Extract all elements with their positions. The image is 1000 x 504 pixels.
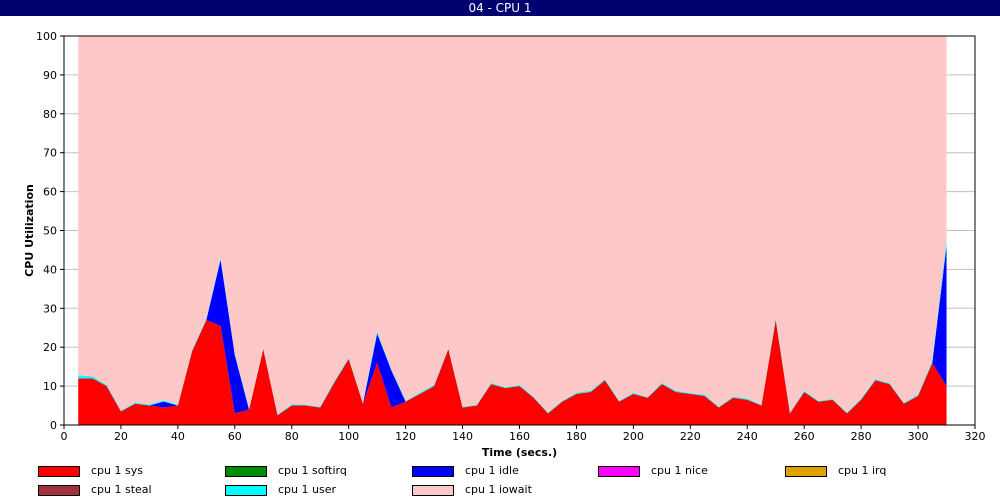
legend-swatch — [225, 485, 267, 496]
legend-label: cpu 1 idle — [465, 464, 519, 477]
y-tick-label: 50 — [43, 225, 57, 238]
y-tick-label: 70 — [43, 147, 57, 160]
y-tick-label: 100 — [36, 30, 57, 43]
x-tick-label: 80 — [285, 430, 299, 443]
x-axis-label: Time (secs.) — [482, 446, 557, 459]
legend-label: cpu 1 irq — [838, 464, 887, 477]
cpu-utilization-chart: 0 20 40 60 80 100 120 140 160 180 200 220 240 260 280 3… — [23, 30, 986, 459]
x-tick-label: 240 — [737, 430, 758, 443]
y-tick-label: 0 — [50, 419, 57, 432]
x-tick-label: 220 — [680, 430, 701, 443]
legend-swatch — [412, 466, 454, 477]
x-tick-label: 120 — [395, 430, 416, 443]
x-tick-label: 160 — [509, 430, 530, 443]
legend-swatch — [785, 466, 827, 477]
x-tick-label: 0 — [61, 430, 68, 443]
x-tick-label: 260 — [794, 430, 815, 443]
legend-swatch — [225, 466, 267, 477]
x-tick-label: 200 — [623, 430, 644, 443]
window-title: 04 - CPU 1 — [0, 0, 1000, 16]
legend-label: cpu 1 sys — [91, 464, 143, 477]
x-tick-label: 20 — [114, 430, 128, 443]
legend-label: cpu 1 iowait — [465, 483, 532, 496]
legend-swatch — [38, 466, 80, 477]
x-tick-label: 320 — [965, 430, 986, 443]
y-tick-label: 90 — [43, 69, 57, 82]
area-series-7 — [78, 36, 947, 415]
legend-swatch — [598, 466, 640, 477]
x-tick-label: 60 — [228, 430, 242, 443]
y-tick-label: 80 — [43, 108, 57, 121]
x-tick-label: 100 — [338, 430, 359, 443]
x-tick-label: 140 — [452, 430, 473, 443]
x-tick-label: 280 — [851, 430, 872, 443]
legend-label: cpu 1 nice — [651, 464, 708, 477]
y-tick-label: 60 — [43, 186, 57, 199]
y-tick-label: 20 — [43, 341, 57, 354]
area-series-0 — [78, 319, 947, 425]
legend-label: cpu 1 steal — [91, 483, 152, 496]
x-tick-label: 180 — [566, 430, 587, 443]
y-tick-label: 10 — [43, 380, 57, 393]
chart-legend: cpu 1 sys cpu 1 softirq cpu 1 idle cpu 1 ni… — [0, 462, 1000, 504]
x-tick-label: 300 — [908, 430, 929, 443]
y-tick-label: 40 — [43, 263, 57, 276]
legend-label: cpu 1 softirq — [278, 464, 347, 477]
x-tick-label: 40 — [171, 430, 185, 443]
legend-swatch — [412, 485, 454, 496]
y-axis-label: CPU Utilization — [23, 184, 36, 277]
y-tick-label: 30 — [43, 302, 57, 315]
legend-swatch — [38, 485, 80, 496]
legend-label: cpu 1 user — [278, 483, 336, 496]
